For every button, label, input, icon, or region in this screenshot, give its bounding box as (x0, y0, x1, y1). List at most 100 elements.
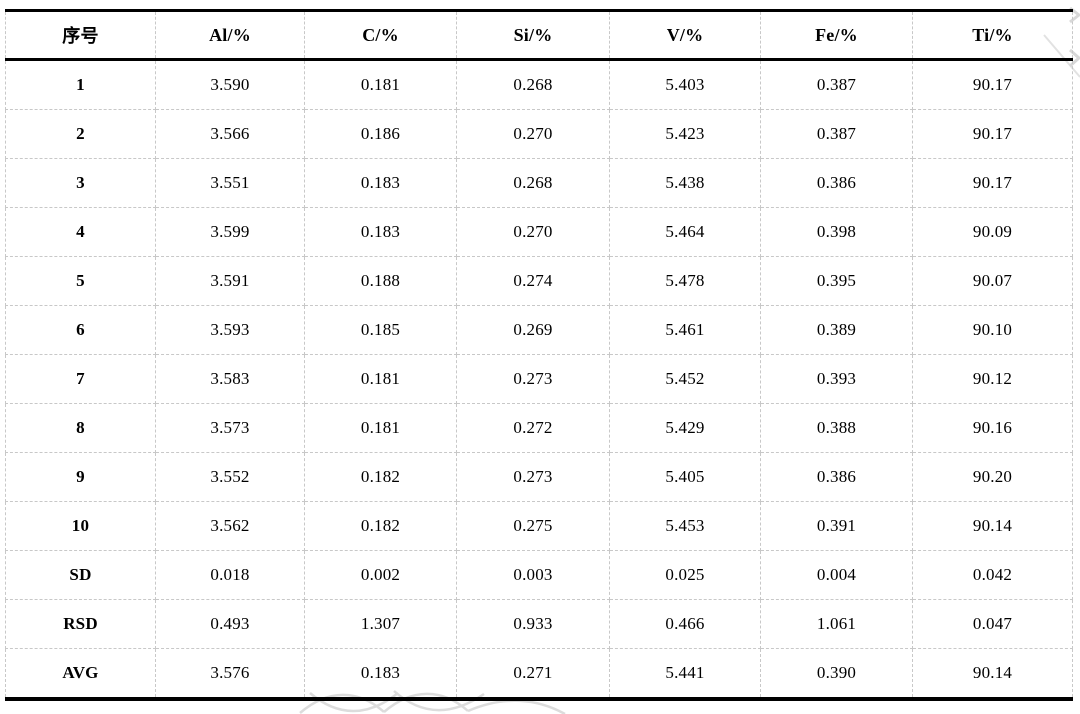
table-row: SD 0.018 0.002 0.003 0.025 0.004 0.042 (5, 550, 1073, 600)
table-cell: 0.386 (760, 158, 913, 208)
table-cell: 0.272 (456, 403, 610, 453)
table-cell: 0.025 (609, 550, 761, 600)
table-cell: 0.183 (304, 207, 457, 257)
table-cell: 0.391 (760, 501, 913, 551)
table-cell: 0.002 (304, 550, 457, 600)
table-cell: 5.453 (609, 501, 761, 551)
table-cell: 3.566 (155, 109, 305, 159)
row-label: 9 (5, 452, 156, 502)
table-cell: 5.464 (609, 207, 761, 257)
table-cell: 3.562 (155, 501, 305, 551)
table-cell: 0.398 (760, 207, 913, 257)
column-header-si: Si/% (456, 10, 610, 61)
table-cell: 5.478 (609, 256, 761, 306)
row-label: 6 (5, 305, 156, 355)
table-cell: 0.387 (760, 59, 913, 110)
table-cell: 0.270 (456, 109, 610, 159)
column-header-fe: Fe/% (760, 10, 913, 61)
table-cell: 0.268 (456, 59, 610, 110)
table-cell: 3.593 (155, 305, 305, 355)
table-cell: 0.182 (304, 501, 457, 551)
table-cell: 0.181 (304, 354, 457, 404)
table-cell: 90.12 (912, 354, 1073, 404)
table-cell: 0.269 (456, 305, 610, 355)
table-row: 4 3.599 0.183 0.270 5.464 0.398 90.09 (5, 207, 1073, 257)
table-cell: 90.09 (912, 207, 1073, 257)
table-cell: 0.188 (304, 256, 457, 306)
table-row: AVG 3.576 0.183 0.271 5.441 0.390 90.14 (5, 648, 1073, 700)
table-row: 1 3.590 0.181 0.268 5.403 0.387 90.17 (5, 59, 1073, 110)
table-cell: 5.405 (609, 452, 761, 502)
table-cell: 5.461 (609, 305, 761, 355)
row-label: RSD (5, 599, 156, 649)
table-row: 3 3.551 0.183 0.268 5.438 0.386 90.17 (5, 158, 1073, 208)
table-cell: 0.042 (912, 550, 1073, 600)
row-label: 5 (5, 256, 156, 306)
row-label: 8 (5, 403, 156, 453)
table-cell: 90.14 (912, 648, 1073, 700)
table-cell: 0.387 (760, 109, 913, 159)
table-cell: 90.10 (912, 305, 1073, 355)
table-cell: 3.576 (155, 648, 305, 700)
table-row: 2 3.566 0.186 0.270 5.423 0.387 90.17 (5, 109, 1073, 159)
table-cell: 0.183 (304, 158, 457, 208)
table-cell: 3.583 (155, 354, 305, 404)
table-cell: 90.16 (912, 403, 1073, 453)
table-cell: 1.061 (760, 599, 913, 649)
table-cell: 0.388 (760, 403, 913, 453)
table-cell: 0.181 (304, 59, 457, 110)
table-cell: 0.182 (304, 452, 457, 502)
table-cell: 90.17 (912, 158, 1073, 208)
table-cell: 0.271 (456, 648, 610, 700)
column-header-v: V/% (609, 10, 761, 61)
table-cell: 90.20 (912, 452, 1073, 502)
table-cell: 0.389 (760, 305, 913, 355)
table-cell: 3.591 (155, 256, 305, 306)
table-cell: 5.438 (609, 158, 761, 208)
row-label: SD (5, 550, 156, 600)
table-cell: 3.573 (155, 403, 305, 453)
table-header: 序号 Al/% C/% Si/% V/% Fe/% Ti/% (5, 10, 1073, 61)
table-row: 6 3.593 0.185 0.269 5.461 0.389 90.10 (5, 305, 1073, 355)
row-label: 4 (5, 207, 156, 257)
table-row: 7 3.583 0.181 0.273 5.452 0.393 90.12 (5, 354, 1073, 404)
table-cell: 0.185 (304, 305, 457, 355)
table-cell: 3.552 (155, 452, 305, 502)
column-header-c: C/% (304, 10, 457, 61)
table-cell: 3.590 (155, 59, 305, 110)
table-cell: 90.17 (912, 59, 1073, 110)
table-cell: 0.933 (456, 599, 610, 649)
table-cell: 5.429 (609, 403, 761, 453)
table-cell: 0.393 (760, 354, 913, 404)
table-cell: 90.17 (912, 109, 1073, 159)
table-cell: 5.452 (609, 354, 761, 404)
table-row: 5 3.591 0.188 0.274 5.478 0.395 90.07 (5, 256, 1073, 306)
table-cell: 3.599 (155, 207, 305, 257)
column-header-al: Al/% (155, 10, 305, 61)
table-cell: 0.275 (456, 501, 610, 551)
table-cell: 0.493 (155, 599, 305, 649)
table-row: 8 3.573 0.181 0.272 5.429 0.388 90.16 (5, 403, 1073, 453)
row-label: AVG (5, 648, 156, 700)
header-row: 序号 Al/% C/% Si/% V/% Fe/% Ti/% (5, 10, 1073, 61)
table-row: 9 3.552 0.182 0.273 5.405 0.386 90.20 (5, 452, 1073, 502)
table-cell: 5.441 (609, 648, 761, 700)
table-cell: 0.274 (456, 256, 610, 306)
column-header-ti: Ti/% (912, 10, 1073, 61)
table-cell: 0.395 (760, 256, 913, 306)
table-cell: 0.018 (155, 550, 305, 600)
column-header-serial: 序号 (5, 10, 156, 61)
measurement-table: 序号 Al/% C/% Si/% V/% Fe/% Ti/% 1 3.590 0.1… (5, 9, 1073, 701)
table-cell: 1.307 (304, 599, 457, 649)
table-cell: 0.273 (456, 452, 610, 502)
table-cell: 5.403 (609, 59, 761, 110)
row-label: 10 (5, 501, 156, 551)
table-cell: 0.273 (456, 354, 610, 404)
table-cell: 0.183 (304, 648, 457, 700)
table-cell: 0.270 (456, 207, 610, 257)
table-cell: 3.551 (155, 158, 305, 208)
table-body: 1 3.590 0.181 0.268 5.403 0.387 90.17 2 3.566 0.1… (5, 59, 1073, 700)
row-label: 2 (5, 109, 156, 159)
table-row: RSD 0.493 1.307 0.933 0.466 1.061 0.047 (5, 599, 1073, 649)
